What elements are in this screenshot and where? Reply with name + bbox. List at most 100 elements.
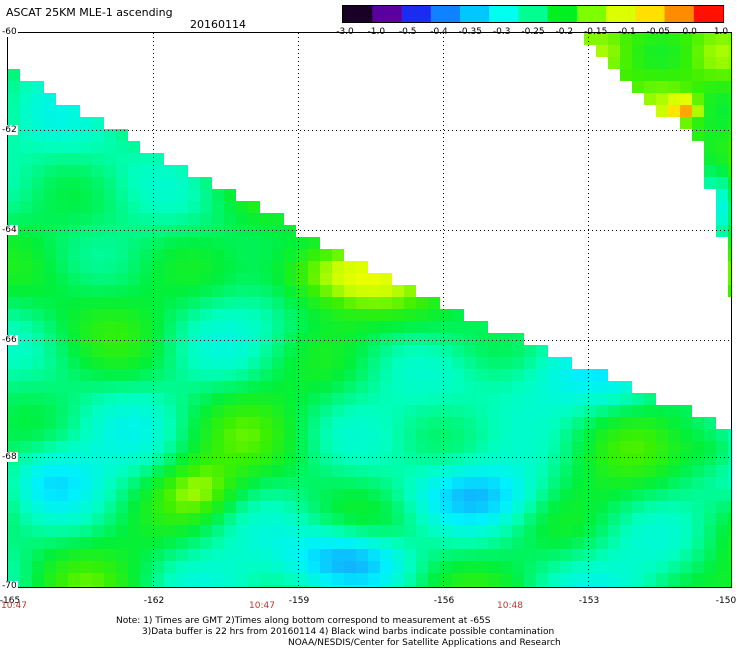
data-cell <box>116 393 128 405</box>
data-cell <box>716 129 728 141</box>
data-cell <box>140 189 152 201</box>
data-cell <box>92 441 104 453</box>
data-cell <box>356 309 368 321</box>
data-cell <box>152 405 164 417</box>
data-cell <box>248 237 260 249</box>
data-cell <box>584 549 596 561</box>
colorbar-segment <box>635 6 666 22</box>
data-cell <box>620 429 632 441</box>
data-cell <box>632 465 644 477</box>
data-cell <box>68 237 80 249</box>
data-cell <box>620 57 632 69</box>
data-cell <box>692 453 704 465</box>
data-cell <box>536 381 548 393</box>
data-cell <box>128 165 140 177</box>
data-cell <box>92 117 104 129</box>
data-cell <box>620 489 632 501</box>
data-cell <box>272 549 284 561</box>
data-cell <box>152 441 164 453</box>
data-cell <box>308 525 320 537</box>
data-cell <box>596 45 608 57</box>
data-cell <box>320 333 332 345</box>
data-cell <box>56 417 68 429</box>
data-cell <box>416 333 428 345</box>
data-cell <box>428 417 440 429</box>
data-cell <box>692 429 704 441</box>
data-cell <box>224 573 236 585</box>
data-cell <box>128 417 140 429</box>
data-cell <box>116 129 128 141</box>
data-cell <box>236 489 248 501</box>
data-cell <box>716 165 728 177</box>
data-cell <box>8 189 20 201</box>
data-cell <box>428 465 440 477</box>
data-cell <box>128 213 140 225</box>
data-cell <box>80 297 92 309</box>
data-cell <box>56 273 68 285</box>
data-cell <box>704 33 716 45</box>
data-cell <box>452 309 464 321</box>
data-cell <box>92 477 104 489</box>
data-cell <box>236 393 248 405</box>
data-cell <box>380 585 392 588</box>
data-cell <box>320 585 332 588</box>
data-cell <box>464 345 476 357</box>
data-cell <box>608 393 620 405</box>
data-cell <box>704 417 716 429</box>
data-cell <box>248 501 260 513</box>
data-cell <box>44 261 56 273</box>
data-cell <box>248 213 260 225</box>
data-cell <box>716 537 728 549</box>
data-cell <box>92 321 104 333</box>
data-cell <box>320 429 332 441</box>
data-cell <box>632 81 644 93</box>
data-cell <box>584 501 596 513</box>
data-cell <box>272 357 284 369</box>
data-cell <box>692 105 704 117</box>
data-cell <box>680 549 692 561</box>
data-cell <box>356 537 368 549</box>
data-cell <box>488 477 500 489</box>
data-cell <box>356 573 368 585</box>
data-cell <box>704 477 716 489</box>
data-cell <box>152 153 164 165</box>
data-cell <box>620 453 632 465</box>
data-cell <box>92 285 104 297</box>
data-cell <box>104 513 116 525</box>
data-cell <box>152 237 164 249</box>
data-cell <box>164 189 176 201</box>
data-cell <box>392 537 404 549</box>
data-cell <box>356 417 368 429</box>
data-cell <box>620 45 632 57</box>
data-cell <box>272 501 284 513</box>
data-cell <box>8 417 20 429</box>
data-cell <box>80 357 92 369</box>
data-cell <box>212 297 224 309</box>
data-cell <box>608 525 620 537</box>
data-cell <box>368 381 380 393</box>
data-cell <box>308 381 320 393</box>
data-cell <box>728 141 732 153</box>
data-cell <box>344 477 356 489</box>
data-cell <box>716 93 728 105</box>
data-cell <box>392 477 404 489</box>
data-cell <box>236 465 248 477</box>
data-cell <box>308 261 320 273</box>
data-cell <box>56 585 68 588</box>
data-cell <box>620 465 632 477</box>
data-cell <box>680 465 692 477</box>
data-cell <box>692 33 704 45</box>
data-cell <box>116 285 128 297</box>
data-cell <box>596 417 608 429</box>
data-cell <box>284 453 296 465</box>
data-cell <box>284 465 296 477</box>
data-cell <box>464 549 476 561</box>
data-cell <box>68 573 80 585</box>
data-cell <box>584 585 596 588</box>
data-cell <box>344 369 356 381</box>
data-cell <box>32 117 44 129</box>
data-cell <box>200 501 212 513</box>
data-cell <box>476 345 488 357</box>
data-cell <box>380 573 392 585</box>
data-cell <box>296 369 308 381</box>
